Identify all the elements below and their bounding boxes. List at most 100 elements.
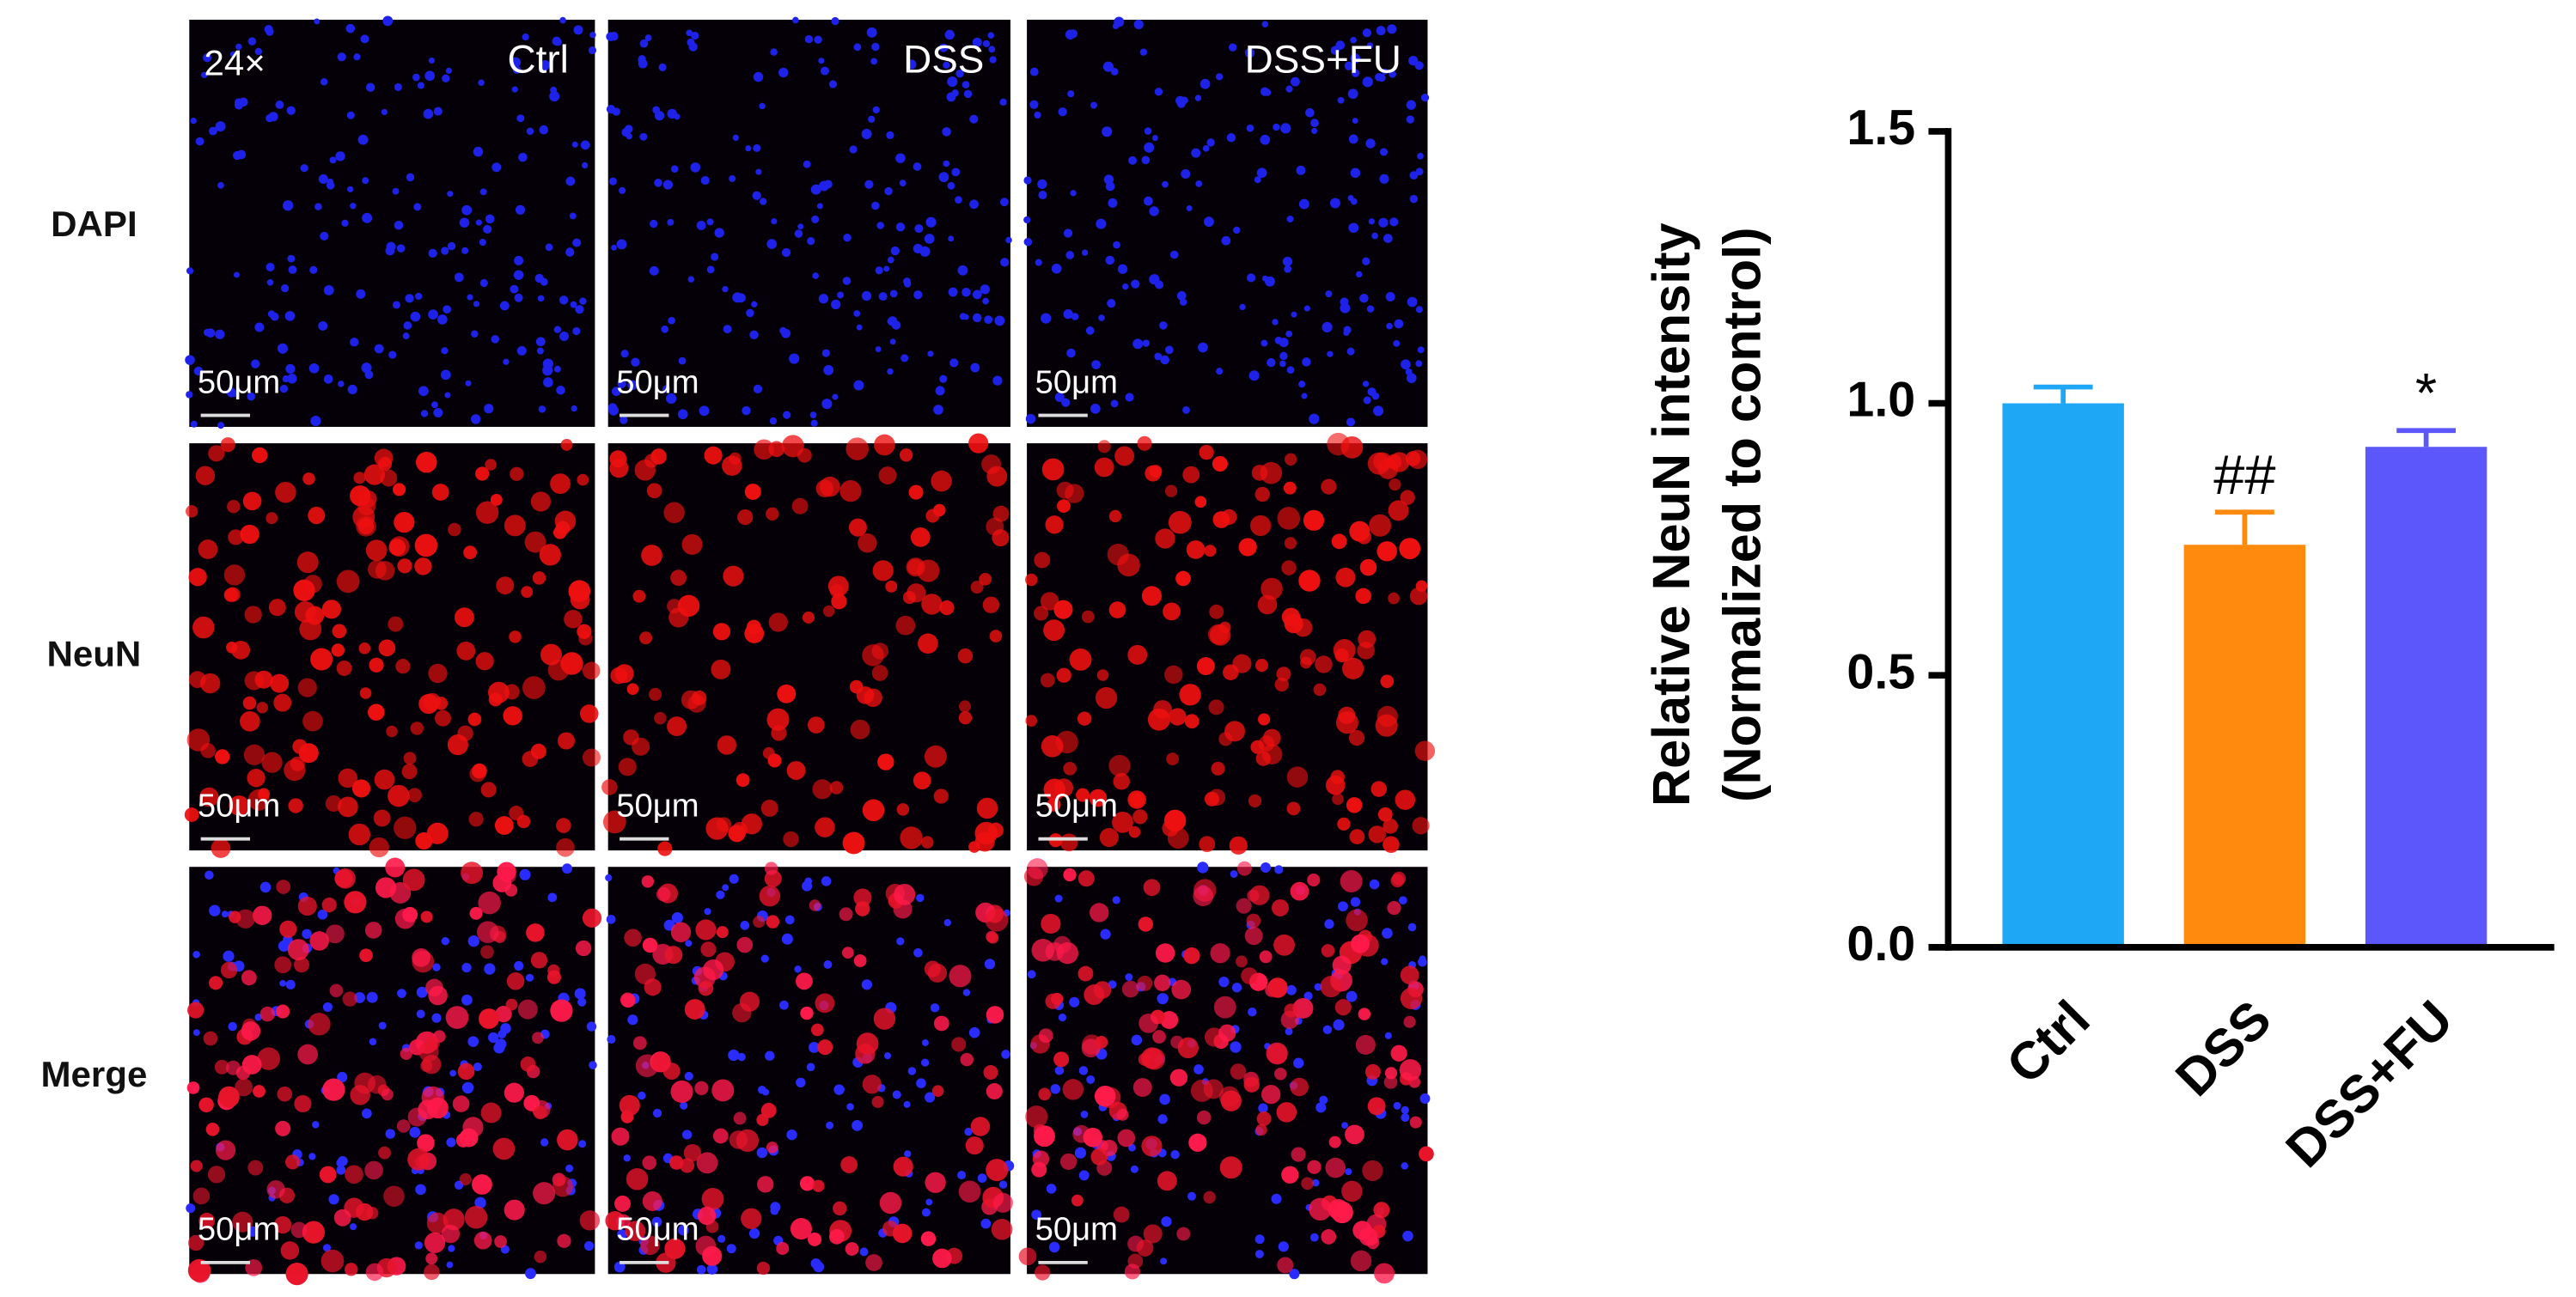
neuron bbox=[1395, 789, 1416, 810]
neuron bbox=[807, 716, 825, 734]
neuron bbox=[287, 939, 309, 961]
neuron bbox=[1321, 478, 1337, 495]
nucleus bbox=[540, 1138, 549, 1147]
neuron bbox=[241, 1021, 261, 1041]
neuron bbox=[1038, 1087, 1052, 1101]
nucleus bbox=[1376, 26, 1386, 36]
nucleus bbox=[362, 177, 369, 185]
nucleus bbox=[1363, 396, 1371, 405]
neuron bbox=[1286, 766, 1309, 788]
nucleus bbox=[1362, 28, 1371, 38]
neuron bbox=[892, 1223, 913, 1244]
nucleus bbox=[217, 181, 224, 189]
nucleus bbox=[667, 108, 677, 119]
nucleus bbox=[760, 954, 769, 963]
nucleus bbox=[195, 137, 204, 146]
nucleus bbox=[1102, 126, 1113, 137]
neuron bbox=[534, 1250, 547, 1264]
neuron bbox=[1089, 789, 1108, 807]
neuron bbox=[423, 692, 442, 711]
nucleus bbox=[957, 1171, 967, 1180]
nucleus bbox=[204, 870, 214, 880]
nucleus bbox=[846, 1103, 854, 1111]
nucleus bbox=[807, 237, 815, 246]
nucleus bbox=[461, 994, 473, 1006]
neuron bbox=[1277, 507, 1300, 530]
neuron bbox=[1054, 778, 1074, 798]
neuron bbox=[462, 1117, 484, 1138]
nucleus bbox=[884, 186, 893, 196]
neuron bbox=[701, 1187, 724, 1210]
nucleus bbox=[1048, 1241, 1060, 1253]
nucleus bbox=[670, 165, 679, 174]
neuron bbox=[697, 1206, 717, 1226]
neuron bbox=[616, 1214, 631, 1228]
nucleus bbox=[572, 238, 582, 247]
neuron bbox=[396, 1119, 411, 1133]
nucleus bbox=[947, 181, 955, 190]
nucleus bbox=[1303, 991, 1313, 1001]
nucleus bbox=[804, 34, 814, 44]
nucleus bbox=[1181, 168, 1191, 179]
neuron bbox=[414, 557, 432, 575]
neuron bbox=[1063, 762, 1077, 776]
neuron bbox=[220, 961, 238, 979]
neuron bbox=[771, 725, 787, 741]
neuron bbox=[257, 1047, 280, 1070]
nucleus bbox=[920, 1058, 930, 1067]
nucleus bbox=[861, 290, 872, 301]
neuron bbox=[958, 1180, 981, 1203]
neuron bbox=[455, 1133, 471, 1148]
neuron bbox=[464, 1206, 488, 1229]
nucleus bbox=[1226, 133, 1236, 143]
neuron bbox=[766, 507, 779, 521]
nucleus bbox=[1067, 90, 1075, 98]
neuron bbox=[822, 605, 835, 618]
neuron bbox=[1213, 996, 1236, 1019]
nucleus bbox=[989, 56, 997, 64]
neuron bbox=[205, 1123, 220, 1136]
neuron bbox=[736, 773, 750, 788]
neuron bbox=[1377, 807, 1393, 822]
nucleus bbox=[1160, 994, 1169, 1002]
nucleus bbox=[1386, 322, 1393, 330]
nucleus bbox=[365, 82, 375, 92]
nucleus bbox=[1117, 264, 1128, 274]
neuron bbox=[336, 569, 360, 594]
nucleus bbox=[789, 353, 800, 364]
nucleus bbox=[1365, 138, 1376, 149]
nucleus bbox=[1379, 148, 1389, 156]
nucleus bbox=[1069, 996, 1080, 1008]
nucleus bbox=[441, 247, 449, 255]
neuron bbox=[1040, 673, 1055, 688]
nucleus bbox=[235, 43, 242, 51]
nucleus bbox=[1263, 88, 1272, 96]
neuron bbox=[878, 466, 897, 484]
neuron bbox=[1059, 833, 1078, 852]
neuron bbox=[1257, 594, 1278, 615]
neuron bbox=[1277, 1257, 1294, 1274]
nucleus bbox=[853, 310, 861, 317]
neuron bbox=[913, 771, 931, 790]
neuron bbox=[337, 796, 358, 818]
nucleus bbox=[1254, 1234, 1265, 1245]
nucleus bbox=[322, 1244, 331, 1252]
nucleus bbox=[1406, 373, 1417, 383]
nucleus bbox=[1267, 357, 1276, 368]
nucleus bbox=[833, 1084, 845, 1095]
nucleus bbox=[1256, 167, 1267, 179]
neuron bbox=[1399, 538, 1421, 560]
neuron bbox=[1389, 478, 1401, 491]
neuron bbox=[1301, 1177, 1314, 1190]
neuron bbox=[231, 641, 251, 660]
nucleus bbox=[547, 892, 558, 903]
neuron bbox=[986, 1159, 1009, 1182]
neuron bbox=[1238, 538, 1257, 557]
neuron bbox=[668, 607, 689, 628]
neuron bbox=[492, 1137, 516, 1160]
nucleus bbox=[443, 305, 452, 314]
nucleus bbox=[662, 385, 670, 393]
neuron bbox=[302, 710, 323, 732]
neuron bbox=[664, 946, 683, 965]
neuron bbox=[970, 1117, 991, 1136]
